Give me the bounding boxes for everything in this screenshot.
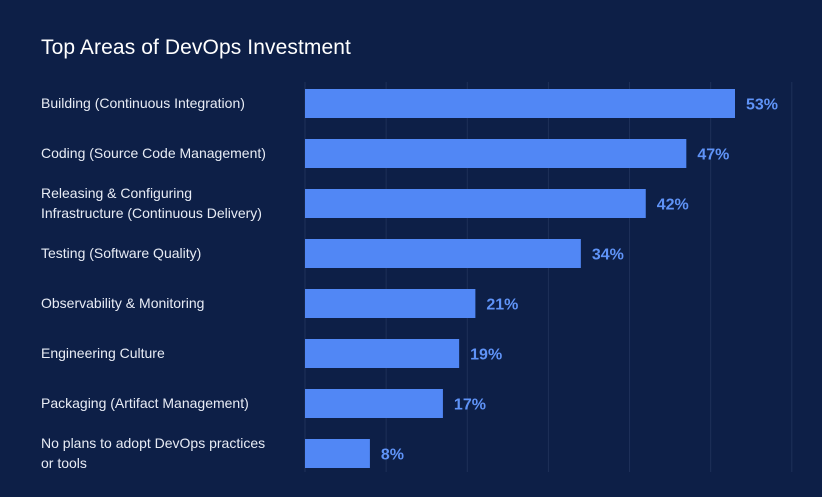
value-label: 53% [746,97,778,114]
bar [305,239,581,268]
bar [305,389,443,418]
value-label: 21% [486,297,518,314]
bar [305,189,646,218]
category-label: Observability & Monitoring [41,294,205,311]
category-label: Packaging (Artifact Management) [41,394,249,411]
value-label: 47% [697,147,729,164]
bar [305,439,370,468]
bar [305,139,687,168]
value-label: 42% [657,197,689,214]
category-label: Building (Continuous Integration) [41,94,245,111]
bar [305,289,476,318]
bar [305,89,735,118]
category-label: Engineering Culture [41,344,165,361]
value-label: 19% [470,347,502,364]
value-label: 8% [381,447,404,464]
category-label: Releasing & Configuring Infrastructure (… [41,184,262,221]
value-label: 34% [592,247,624,264]
category-label: Testing (Software Quality) [41,244,202,261]
value-label: 17% [454,397,486,414]
category-label: No plans to adopt DevOps practices or to… [41,434,266,471]
bar [305,339,460,368]
chart-title: Top Areas of DevOps Investment [41,36,351,59]
category-label: Coding (Source Code Management) [41,144,266,161]
